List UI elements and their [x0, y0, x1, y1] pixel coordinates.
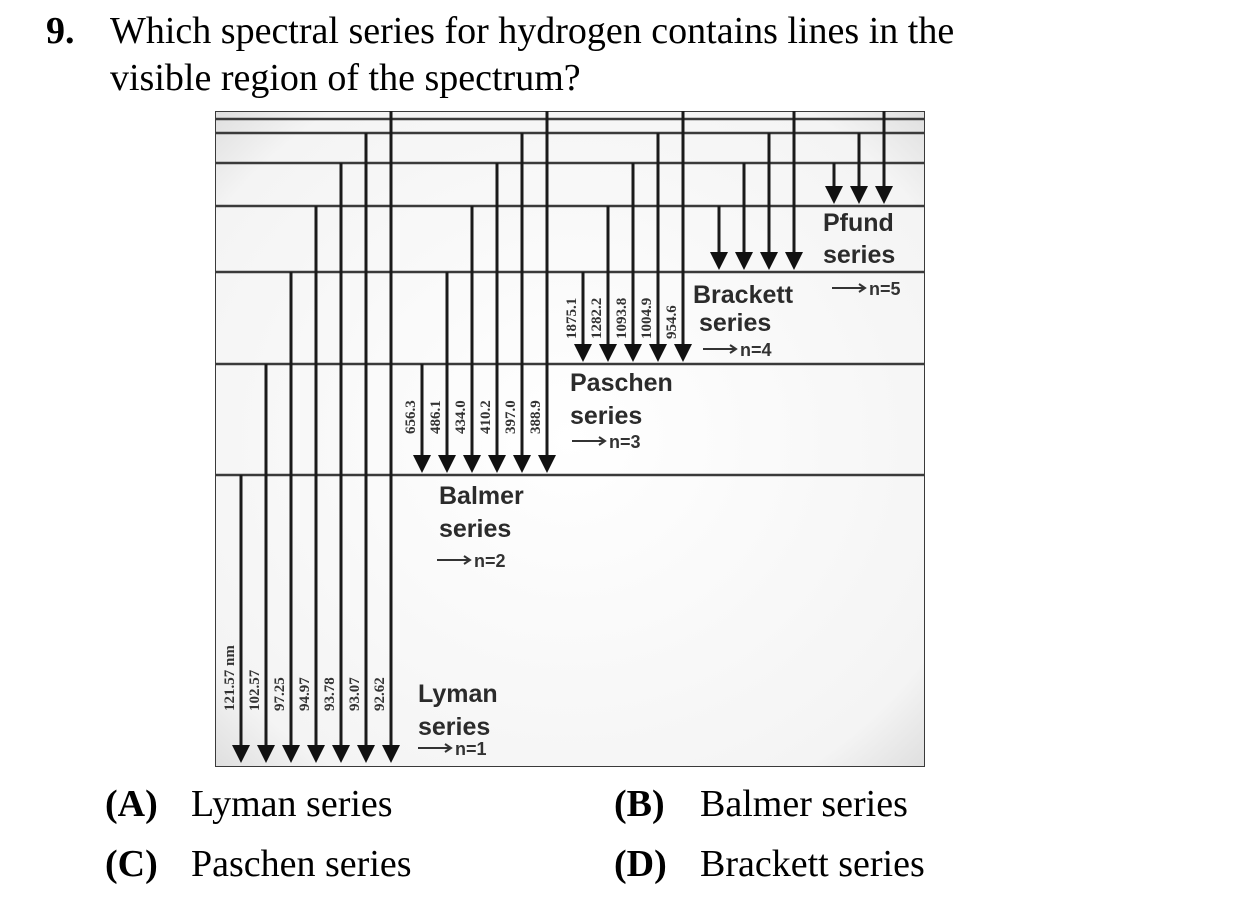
pfund-arrowhead-3: [875, 186, 893, 204]
lyman-series-label-1: Lyman: [418, 680, 498, 708]
option-d-text: Brackett series: [700, 843, 925, 885]
paschen-arrowhead-3: [624, 344, 642, 362]
lyman-arrowhead-1: [232, 745, 250, 763]
option-a-text: Lyman series: [191, 783, 393, 825]
lyman-arrowhead-7: [382, 745, 400, 763]
balmer-level-arrow: [437, 555, 472, 565]
balmer-series-label-1: Balmer: [439, 482, 524, 510]
wavelength-label: 92.62: [372, 677, 388, 711]
option-c-text: Paschen series: [191, 843, 412, 885]
wavelength-label: 93.07: [347, 677, 363, 711]
wavelength-label: 388.9: [528, 400, 544, 434]
option-a[interactable]: (A) Lyman series: [105, 781, 393, 827]
balmer-arrowhead-5: [513, 455, 531, 473]
lyman-arrowhead-6: [357, 745, 375, 763]
option-c[interactable]: (C) Paschen series: [105, 841, 412, 887]
paschen-arrowhead-2: [599, 344, 617, 362]
brackett-arrowhead-3: [760, 252, 778, 270]
question-text-line-1: Which spectral series for hydrogen conta…: [110, 10, 955, 52]
option-b-letter: (B): [614, 783, 665, 825]
paschen-level-arrow: [572, 436, 607, 446]
question-text-line-2: visible region of the spectrum?: [110, 57, 581, 99]
lyman-level-label: n=1: [455, 739, 487, 759]
option-c-letter: (C): [105, 843, 158, 885]
wavelength-label: 434.0: [453, 400, 469, 434]
wavelength-label: 121.57 nm: [222, 645, 238, 711]
brackett-arrowhead-4: [785, 252, 803, 270]
wavelength-label: 486.1: [428, 400, 444, 434]
paschen-level-label: n=3: [609, 432, 641, 452]
balmer-arrowhead-1: [413, 455, 431, 473]
brackett-level-label: n=4: [740, 340, 772, 360]
pfund-arrowhead-1: [825, 186, 843, 204]
balmer-arrowhead-2: [438, 455, 456, 473]
balmer-series-label-2: series: [439, 515, 511, 543]
balmer-arrowhead-4: [488, 455, 506, 473]
wavelength-label: 94.97: [297, 677, 313, 711]
brackett-level-arrow: [703, 344, 738, 354]
option-d[interactable]: (D) Brackett series: [614, 841, 925, 887]
brackett-series-label-1: Brackett: [693, 281, 794, 309]
lyman-arrowhead-5: [332, 745, 350, 763]
balmer-level-label: n=2: [474, 551, 506, 571]
lyman-arrowhead-3: [282, 745, 300, 763]
wavelength-label: 1282.2: [589, 298, 605, 339]
wavelength-label: 102.57: [247, 669, 263, 711]
question-number: 9.: [46, 10, 75, 52]
brackett-series-label-2: series: [699, 309, 771, 337]
hydrogen-spectral-series-diagram: 121.57 nm 102.57 97.25 94.97 93.78 93.07…: [215, 111, 925, 767]
option-b[interactable]: (B) Balmer series: [614, 781, 908, 827]
wavelength-label: 97.25: [272, 677, 288, 711]
pfund-arrowhead-2: [850, 186, 868, 204]
balmer-arrowhead-6: [538, 455, 556, 473]
paschen-series-label-1: Paschen: [570, 369, 673, 397]
wavelength-label: 954.6: [664, 305, 680, 339]
pfund-level-arrow: [832, 283, 867, 293]
paschen-arrowhead-4: [649, 344, 667, 362]
paschen-arrowhead-1: [574, 344, 592, 362]
option-d-letter: (D): [614, 843, 667, 885]
brackett-arrowhead-1: [710, 252, 728, 270]
option-b-text: Balmer series: [700, 783, 908, 825]
wavelength-label: 1004.9: [639, 298, 655, 339]
wavelength-label: 1093.8: [614, 298, 630, 339]
option-a-letter: (A): [105, 783, 158, 825]
wavelength-label: 410.2: [478, 400, 494, 434]
pfund-level-label: n=5: [869, 279, 901, 299]
wavelength-label: 656.3: [403, 400, 419, 434]
lyman-arrowhead-4: [307, 745, 325, 763]
lyman-arrowhead-2: [257, 745, 275, 763]
balmer-arrowhead-3: [463, 455, 481, 473]
wavelength-label: 397.0: [503, 400, 519, 434]
lyman-level-arrow: [418, 743, 453, 753]
pfund-series-label-1: Pfund: [823, 209, 894, 237]
lyman-series-label-2: series: [418, 713, 490, 741]
wavelength-label: 1875.1: [564, 298, 580, 339]
paschen-arrowhead-5: [674, 344, 692, 362]
paschen-series-label-2: series: [570, 402, 642, 430]
brackett-arrowhead-2: [735, 252, 753, 270]
pfund-series-label-2: series: [823, 241, 895, 269]
wavelength-label: 93.78: [322, 677, 338, 711]
